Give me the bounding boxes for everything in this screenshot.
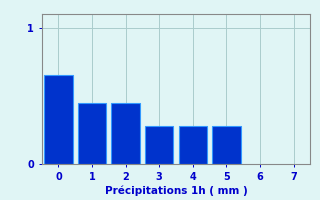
X-axis label: Précipitations 1h ( mm ): Précipitations 1h ( mm ) xyxy=(105,186,247,196)
Bar xyxy=(111,103,140,164)
Bar xyxy=(78,103,106,164)
Bar xyxy=(179,126,207,164)
Bar xyxy=(44,75,73,164)
Bar xyxy=(212,126,241,164)
Bar xyxy=(145,126,173,164)
